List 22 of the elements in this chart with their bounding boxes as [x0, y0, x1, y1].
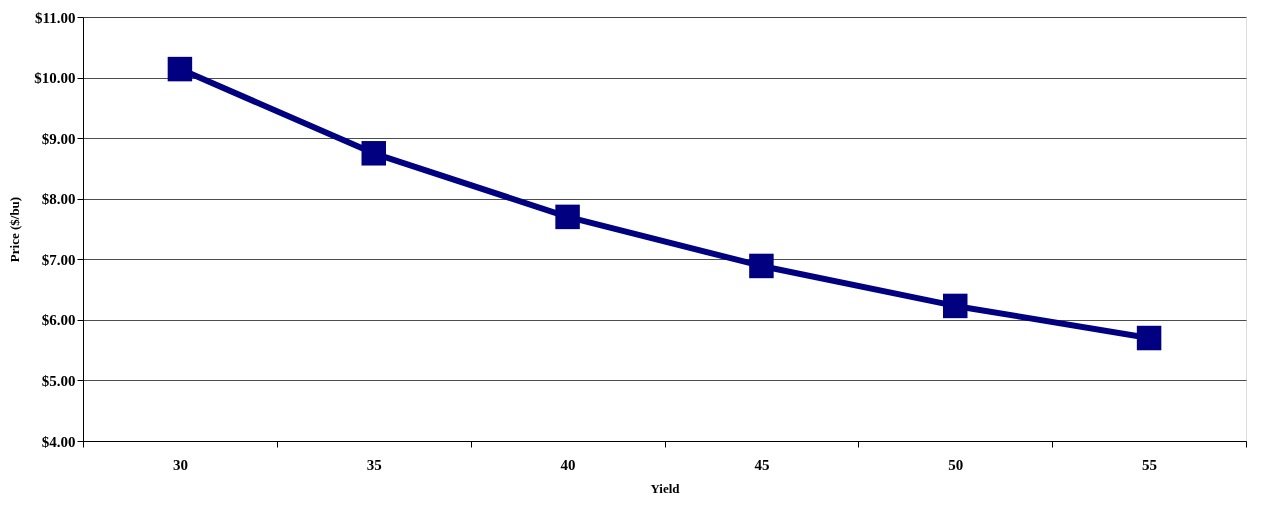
y-tick-label: $10.00 [34, 70, 76, 87]
x-tick-label: 40 [560, 456, 576, 473]
point [555, 204, 580, 230]
y-tick-label: $8.00 [41, 191, 76, 208]
x-tick-label: 30 [172, 456, 188, 473]
x-tick-label: 35 [366, 456, 382, 473]
x-tick-label: 50 [948, 456, 964, 473]
point [167, 56, 193, 82]
point [1136, 325, 1162, 351]
y-tick-label: $9.00 [41, 130, 76, 147]
y-tick-label: $5.00 [41, 372, 76, 389]
point [361, 141, 386, 166]
point [749, 253, 774, 279]
point [943, 293, 968, 319]
y-tick-label: $11.00 [35, 9, 76, 26]
y-tick-label: $6.00 [41, 312, 76, 329]
y-axis-title: Price ($/bu) [7, 196, 23, 263]
x-tick-label: 45 [754, 456, 770, 473]
y-tick-label: $7.00 [41, 251, 76, 268]
y-tick-label: $4.00 [41, 433, 76, 450]
x-axis-title: Yield [650, 480, 681, 496]
x-tick-label: 55 [1142, 456, 1158, 473]
